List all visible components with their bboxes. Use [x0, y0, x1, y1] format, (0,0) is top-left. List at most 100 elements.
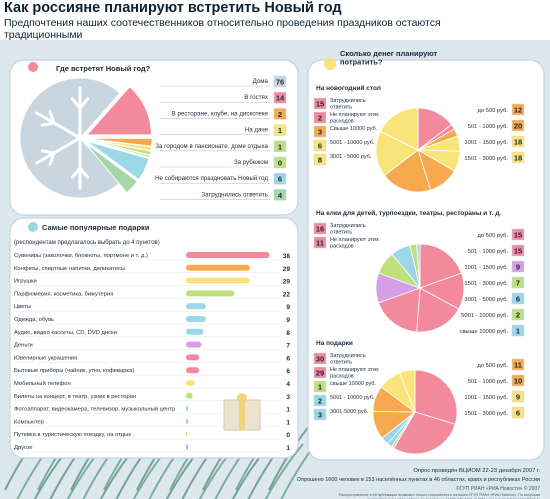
- money-value: 30: [316, 355, 324, 364]
- money-value: 6: [516, 295, 520, 304]
- where-value-box: [273, 140, 287, 153]
- where-label: Дома: [253, 78, 269, 85]
- where-value: 76: [276, 78, 284, 87]
- money-label: 5001 - 10000 руб.: [330, 395, 375, 401]
- gift-label: Бытовые приборы (чайник, утюг, кофеварка…: [14, 367, 134, 374]
- where-label: В гостях: [244, 94, 269, 101]
- money-value: 18: [514, 154, 522, 163]
- money-value-box: [511, 135, 525, 148]
- snowflake-branch: [78, 97, 90, 110]
- money-value: 29: [316, 369, 324, 378]
- money-slice: [375, 130, 419, 176]
- where-slice: [87, 138, 152, 152]
- gift-value: 3: [286, 394, 290, 401]
- money-label: 501 - 1000 руб.: [468, 379, 509, 385]
- money-label: свыше 10000 руб.: [460, 329, 509, 335]
- money-value-box: [313, 97, 327, 110]
- gift-value: 6: [286, 355, 290, 362]
- money-sub-title: На подарки: [316, 340, 353, 347]
- gift-bar: [186, 264, 250, 271]
- gift-value: 9: [286, 317, 290, 324]
- money-slice: [416, 287, 460, 333]
- where-value-box: [273, 108, 287, 120]
- where-slice: [86, 141, 150, 180]
- money-label: Затруднились ответить: [330, 223, 366, 236]
- survey-note: Опрос проведён ВЦИОМ 22-23 декабря 2007 …: [413, 468, 540, 474]
- page-subtitle: Предпочтения наших соотечественников отн…: [4, 17, 441, 41]
- money-value: 18: [514, 138, 522, 147]
- money-value: 16: [316, 225, 324, 234]
- money-value: 15: [316, 100, 324, 109]
- where-value: 4: [278, 191, 283, 200]
- infographic-graphics: Где встретят Новый год?Дома 76В гостях 14В…: [0, 40, 550, 499]
- gift-bar: [186, 252, 270, 258]
- money-value: 9: [516, 263, 520, 272]
- money-value-box: [313, 139, 327, 152]
- snowflake-arm: [35, 111, 82, 140]
- money-label: Затруднились ответить: [330, 98, 366, 111]
- money-value: 11: [514, 361, 522, 370]
- where-label: В ресторане, клубе, на дискотеке: [172, 110, 269, 117]
- gift-bar: [186, 277, 250, 284]
- where-value: 2: [278, 110, 282, 119]
- gift-value: 29: [283, 266, 291, 273]
- money-value: 2: [318, 114, 322, 123]
- where-title: Где встретят Новый год?: [56, 64, 151, 73]
- money-value: 3: [318, 411, 322, 420]
- gift-label: Фотоаппарат, видеокамера, телевизор, муз…: [14, 406, 175, 413]
- gift-bar: [186, 405, 189, 412]
- gift-value: 4: [286, 381, 290, 388]
- where-value-box: [273, 75, 287, 88]
- money-label: до 500 руб.: [477, 233, 508, 239]
- money-value-box: [511, 308, 525, 321]
- where-label: За городом в пансионате, доме отдыха: [155, 143, 268, 150]
- money-value-box: [511, 103, 525, 116]
- where-slice: [87, 139, 151, 158]
- gift-value: 38: [283, 253, 291, 260]
- gift-label: Аудио, видео кассеты, CD, DVD диски: [14, 330, 117, 336]
- money-title-icon: [324, 58, 336, 70]
- where-value-box: [273, 156, 287, 169]
- gift-bar: [186, 367, 200, 374]
- money-value-box: [511, 324, 525, 337]
- money-value-box: [511, 151, 525, 164]
- snowflake-branch: [40, 121, 56, 127]
- snowflake-branch: [70, 97, 82, 110]
- gift-bar: [186, 354, 200, 361]
- where-value: 14: [276, 94, 285, 103]
- snowflake-branch: [78, 166, 90, 179]
- money-value-box: [511, 292, 525, 305]
- gift-bar: [186, 431, 187, 438]
- money-value: 1: [318, 383, 322, 392]
- money-label: Не планируют этих расходов: [330, 237, 379, 250]
- money-value-box: [313, 366, 327, 379]
- money-label: до 500 руб.: [477, 108, 508, 114]
- money-value: 9: [516, 393, 520, 402]
- gift-label: Путевка в туристическую поездку, на отды…: [14, 432, 131, 438]
- money-value: 20: [514, 122, 522, 131]
- where-slice-home: [19, 77, 121, 199]
- money-value-box: [511, 390, 525, 403]
- money-value-box: [313, 236, 327, 249]
- money-label: 501 - 1000 руб.: [468, 249, 509, 255]
- money-slice: [378, 287, 421, 333]
- money-value: 6: [516, 409, 520, 418]
- money-value-box: [511, 276, 525, 289]
- money-slice: [383, 149, 432, 193]
- credit: ©ГУП РИАН «РИА Новости» © 2007: [456, 485, 540, 492]
- gift-value: 29: [283, 279, 291, 286]
- gift-label: Ювелирные украшения: [14, 355, 77, 361]
- money-value: 11: [316, 239, 324, 248]
- money-value: 2: [516, 311, 520, 320]
- money-value-box: [313, 408, 327, 421]
- gift-bar: [186, 392, 193, 399]
- gift-label: Цветы: [14, 304, 31, 310]
- gift-label: Конфеты, спиртные напитки, деликатесы: [14, 266, 125, 272]
- money-label: 5001 - 10000 руб.: [330, 140, 375, 146]
- money-value-box: [511, 374, 525, 387]
- money-value: 7: [516, 279, 520, 288]
- fine-print: Распространение этой публикации возможно…: [339, 493, 541, 499]
- gift-label: Игрушки: [14, 279, 37, 285]
- gift-value: 0: [286, 432, 290, 439]
- gift-bar: [186, 316, 206, 322]
